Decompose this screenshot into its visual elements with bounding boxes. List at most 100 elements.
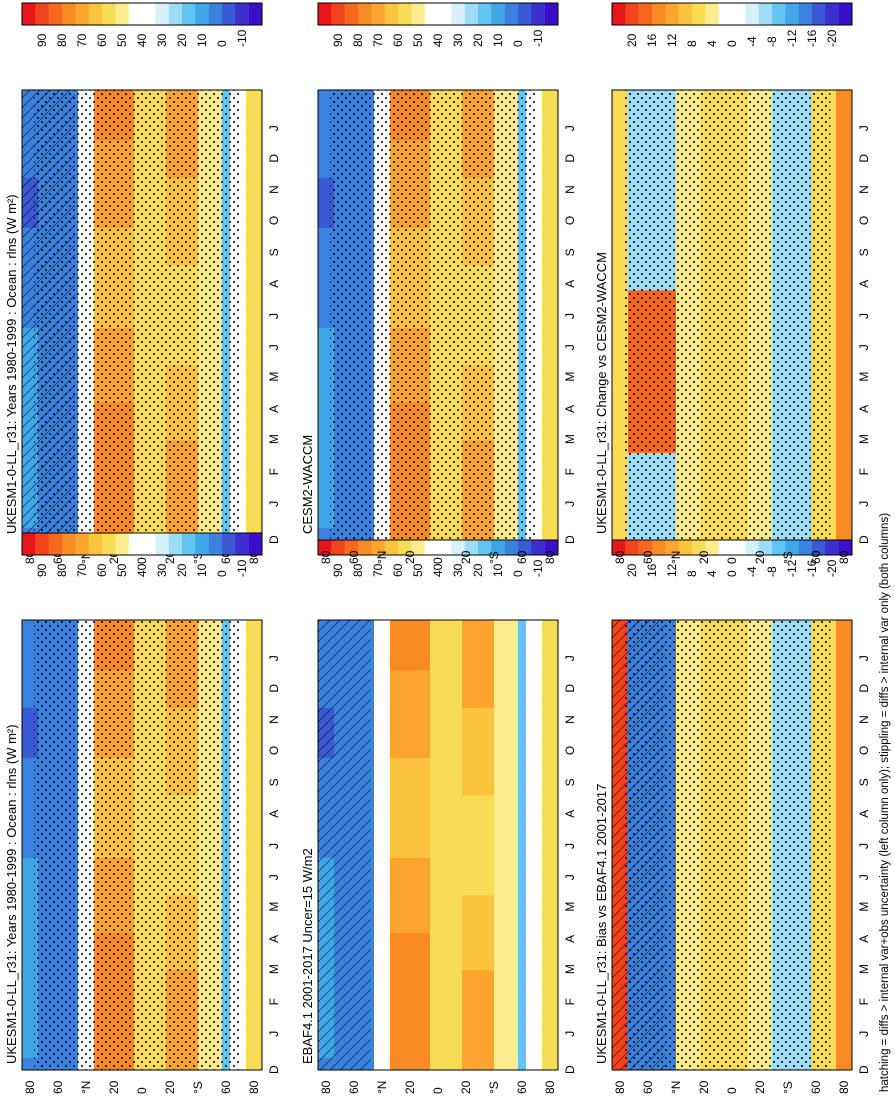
field-cell — [534, 945, 543, 958]
field-cell — [526, 770, 535, 783]
field-cell — [382, 982, 391, 996]
field-cell — [374, 670, 383, 683]
field-cell — [486, 732, 495, 746]
field-cell — [398, 807, 407, 821]
field-cell — [502, 732, 511, 746]
field-cell — [390, 832, 399, 846]
field-cell — [470, 1032, 479, 1046]
field-cell — [238, 390, 247, 403]
field-cell — [502, 807, 511, 821]
field-cell — [22, 732, 31, 746]
field-cell — [398, 882, 407, 896]
field-cell — [518, 670, 527, 683]
field-cell — [438, 895, 447, 908]
field-cell — [518, 707, 527, 721]
field-cell — [246, 895, 255, 908]
month-tick-label: J — [267, 501, 281, 507]
field-cell — [550, 745, 559, 758]
field-cell — [246, 265, 255, 278]
field-cell — [246, 845, 255, 858]
field-cell — [238, 970, 247, 983]
field-cell — [510, 857, 519, 871]
month-tick-label: M — [563, 964, 577, 974]
field-cell — [422, 620, 431, 633]
field-cell — [518, 895, 527, 908]
field-cell — [406, 1057, 415, 1071]
field-cell — [478, 695, 487, 708]
field-cell — [390, 782, 399, 796]
field-cell — [470, 707, 479, 721]
field-cell — [22, 870, 31, 883]
field-cell — [382, 895, 391, 908]
field-cell — [438, 807, 447, 821]
field-cell — [478, 620, 487, 633]
field-cell — [382, 620, 391, 633]
field-cell — [430, 932, 439, 946]
field-cell — [844, 945, 853, 958]
field-cell — [238, 720, 247, 733]
field-cell — [518, 870, 527, 883]
field-cell — [828, 982, 837, 996]
field-cell — [254, 102, 263, 116]
lat-tick-label: 60 — [219, 1080, 233, 1094]
colorbar-swatch — [182, 533, 196, 555]
field-cell — [494, 745, 503, 758]
month-tick-label: O — [267, 746, 281, 755]
field-cell — [446, 695, 455, 708]
field-cell — [246, 907, 255, 921]
month-tick-label: J — [267, 874, 281, 880]
month-tick-label: D — [563, 535, 577, 544]
field-cell — [526, 670, 535, 683]
field-cell — [438, 695, 447, 708]
field-cell — [462, 870, 471, 883]
field-cell — [238, 832, 247, 846]
field-cell — [510, 1032, 519, 1046]
field-cell — [438, 770, 447, 783]
field-cell — [534, 820, 543, 833]
field-cell — [246, 757, 255, 771]
field-cell — [390, 820, 399, 833]
field-cell — [534, 152, 543, 166]
field-cell — [438, 1045, 447, 1058]
field-cell — [494, 895, 503, 908]
field-cell — [318, 290, 327, 303]
field-cell — [478, 682, 487, 696]
colorbar-tick-label: 70 — [75, 563, 89, 577]
field-cell — [22, 970, 31, 983]
field-cell — [510, 1020, 519, 1033]
field-cell — [254, 465, 263, 478]
field-cell — [462, 820, 471, 833]
colorbar-tick-label: 40 — [431, 33, 445, 47]
month-tick-label: F — [267, 998, 281, 1005]
field-cell — [510, 895, 519, 908]
colorbar-swatch — [115, 533, 129, 555]
field-cell — [542, 90, 551, 103]
field-cell — [494, 782, 503, 796]
field-cell — [246, 252, 255, 266]
field-cell — [22, 645, 31, 658]
field-cell — [550, 907, 559, 921]
field-cell — [238, 620, 247, 633]
field-cell — [238, 465, 247, 478]
field-cell — [550, 202, 559, 216]
field-cell — [254, 1032, 263, 1046]
field-cell — [246, 707, 255, 721]
field-cell — [406, 807, 415, 821]
field-cell — [534, 732, 543, 746]
field-cell — [550, 707, 559, 721]
field-cell — [534, 215, 543, 228]
field-cell — [254, 1057, 263, 1071]
colorbar-tick-label: 90 — [331, 563, 345, 577]
field-cell — [534, 770, 543, 783]
field-cell — [238, 845, 247, 858]
field-cell — [542, 165, 551, 178]
field-cell — [246, 1007, 255, 1021]
field-cell — [534, 365, 543, 378]
field-cell — [318, 215, 327, 228]
field-cell — [398, 757, 407, 771]
field-cell — [238, 202, 247, 216]
colorbar-tick-label: 30 — [451, 33, 465, 47]
field-cell — [446, 745, 455, 758]
field-cell — [478, 732, 487, 746]
field-cell — [430, 1057, 439, 1071]
